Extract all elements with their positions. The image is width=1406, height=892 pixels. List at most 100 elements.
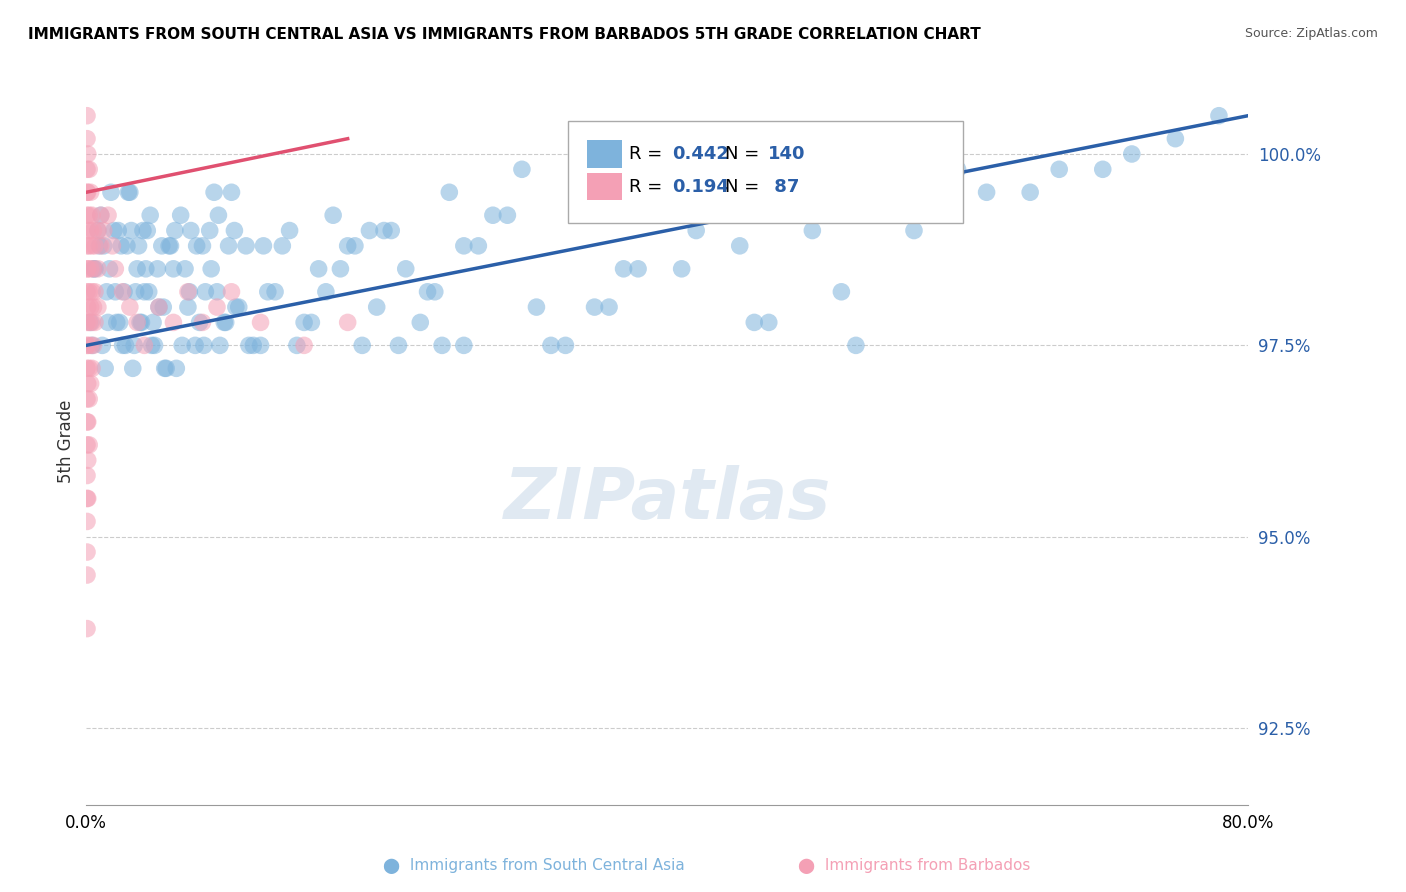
- Point: [177, 300, 200, 314]
- Point: [77, 315, 100, 329]
- Point: [76, 131, 98, 145]
- Point: [496, 208, 519, 222]
- Point: [155, 361, 177, 376]
- Point: [76, 239, 98, 253]
- Point: [976, 186, 998, 200]
- Point: [76, 300, 98, 314]
- Point: [77, 239, 100, 253]
- Point: [292, 315, 315, 329]
- Point: [120, 223, 142, 237]
- Point: [136, 223, 159, 237]
- Point: [76, 186, 98, 200]
- Point: [946, 162, 969, 177]
- Point: [845, 338, 868, 352]
- Point: [76, 491, 98, 506]
- Text: Source: ZipAtlas.com: Source: ZipAtlas.com: [1244, 27, 1378, 40]
- Point: [118, 186, 141, 200]
- Point: [87, 223, 110, 237]
- Point: [1091, 162, 1114, 177]
- Point: [221, 285, 243, 299]
- Point: [76, 515, 98, 529]
- Point: [174, 261, 197, 276]
- Point: [194, 285, 217, 299]
- Point: [76, 376, 98, 391]
- Point: [598, 300, 620, 314]
- Point: [114, 338, 136, 352]
- Point: [76, 415, 98, 429]
- Point: [94, 361, 117, 376]
- Point: [139, 208, 162, 222]
- Point: [79, 186, 101, 200]
- Point: [93, 239, 115, 253]
- Point: [238, 338, 260, 352]
- Point: [134, 338, 156, 352]
- Point: [83, 223, 105, 237]
- Point: [143, 338, 166, 352]
- Point: [76, 261, 98, 276]
- Point: [150, 239, 173, 253]
- Point: [772, 208, 794, 222]
- Point: [336, 315, 359, 329]
- Point: [299, 315, 322, 329]
- Point: [77, 208, 100, 222]
- Point: [212, 315, 235, 329]
- Point: [205, 285, 228, 299]
- Point: [97, 208, 120, 222]
- Point: [131, 315, 153, 329]
- Point: [77, 162, 100, 177]
- Point: [554, 338, 576, 352]
- Point: [152, 300, 174, 314]
- Point: [79, 261, 101, 276]
- Point: [380, 223, 402, 237]
- Point: [138, 285, 160, 299]
- Point: [148, 300, 170, 314]
- Point: [112, 285, 135, 299]
- Point: [157, 239, 180, 253]
- FancyBboxPatch shape: [586, 173, 621, 201]
- Point: [179, 285, 201, 299]
- Point: [271, 239, 294, 253]
- Text: ZIPatlas: ZIPatlas: [503, 465, 831, 533]
- Text: N =: N =: [725, 145, 759, 163]
- Point: [699, 208, 721, 222]
- Point: [76, 361, 98, 376]
- Point: [76, 392, 98, 406]
- Point: [162, 315, 184, 329]
- Point: [104, 285, 127, 299]
- Point: [184, 338, 207, 352]
- Point: [359, 223, 381, 237]
- Point: [627, 261, 650, 276]
- Point: [801, 223, 824, 237]
- Point: [90, 208, 112, 222]
- Text: 0.442: 0.442: [672, 145, 728, 163]
- Point: [343, 239, 366, 253]
- Point: [218, 239, 240, 253]
- Point: [205, 300, 228, 314]
- Text: ⬤  Immigrants from South Central Asia: ⬤ Immigrants from South Central Asia: [384, 858, 685, 874]
- Point: [186, 239, 208, 253]
- Point: [110, 239, 132, 253]
- Point: [77, 285, 100, 299]
- Point: [76, 415, 98, 429]
- Point: [1047, 162, 1070, 177]
- Point: [118, 300, 141, 314]
- Point: [121, 361, 143, 376]
- Point: [482, 208, 505, 222]
- Point: [77, 361, 100, 376]
- FancyBboxPatch shape: [586, 140, 621, 168]
- Point: [76, 186, 98, 200]
- Point: [162, 261, 184, 276]
- Point: [655, 186, 678, 200]
- Point: [225, 300, 247, 314]
- Point: [352, 338, 374, 352]
- Point: [84, 239, 107, 253]
- Point: [76, 491, 98, 506]
- Point: [111, 338, 134, 352]
- Point: [134, 285, 156, 299]
- Point: [453, 338, 475, 352]
- Point: [76, 315, 98, 329]
- Point: [117, 186, 139, 200]
- Point: [285, 338, 308, 352]
- Point: [1019, 186, 1042, 200]
- Point: [249, 338, 271, 352]
